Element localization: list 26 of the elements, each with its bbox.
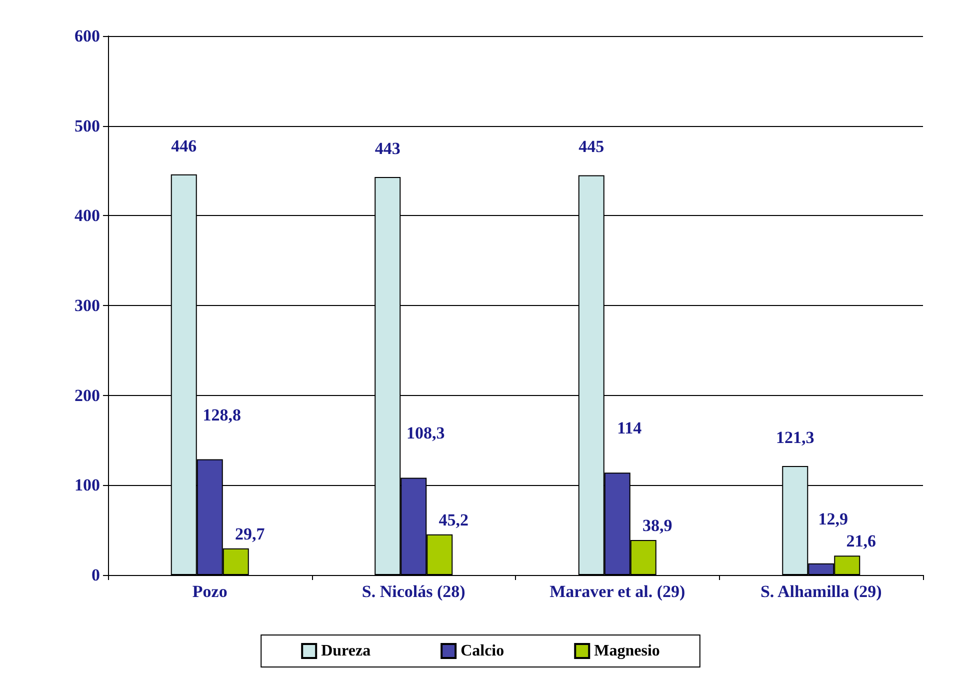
legend-label: Dureza — [321, 642, 371, 660]
data-label: 38,9 — [642, 516, 672, 536]
y-tick-label: 200 — [74, 386, 100, 405]
x-tick-label: Maraver et al. (29) — [550, 582, 686, 601]
data-label: 128,8 — [202, 405, 241, 424]
data-label: 29,7 — [235, 524, 266, 544]
data-label: 121,3 — [776, 428, 814, 448]
legend-label: Calcio — [460, 642, 504, 660]
data-label: 114 — [617, 418, 642, 438]
x-tick-label: S. Nicolás (28) — [362, 582, 466, 601]
y-tick-label: 600 — [74, 26, 100, 46]
data-label: 12,9 — [818, 509, 848, 528]
legend-label: Magnesio — [594, 642, 660, 660]
y-tick-label: 300 — [74, 296, 100, 315]
data-label: 21,6 — [846, 532, 876, 551]
y-tick-label: 500 — [74, 116, 100, 136]
data-label: 45,2 — [438, 510, 468, 530]
data-label: 443 — [374, 139, 400, 158]
data-label: 108,3 — [406, 424, 445, 443]
y-tick-label: 100 — [74, 476, 100, 495]
x-tick-label: Pozo — [192, 582, 228, 601]
y-tick-label: 0 — [92, 566, 100, 584]
x-tick-label: S. Alhamilla (29) — [760, 582, 882, 601]
y-tick-label: 400 — [74, 206, 100, 226]
data-label: 445 — [578, 137, 604, 156]
data-label: 446 — [171, 136, 197, 156]
